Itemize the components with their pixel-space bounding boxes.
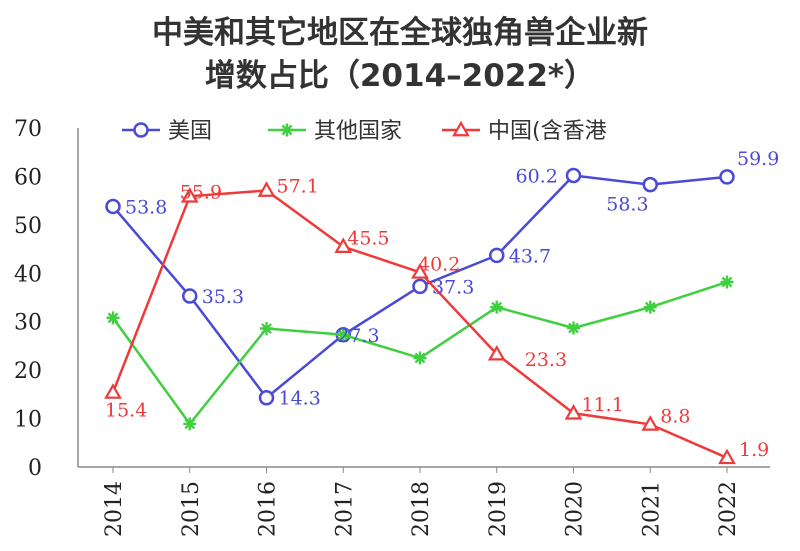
- data-point: [489, 247, 505, 264]
- data-point: [490, 300, 504, 314]
- data-point: [258, 389, 275, 406]
- legend-marker-triangle: [452, 120, 470, 137]
- chart-title-line2: 增数占比（2014–2022*）: [205, 58, 595, 94]
- data-point: [106, 311, 120, 325]
- chart-title-line1: 中美和其它地区在全球独角兽企业新: [152, 15, 648, 51]
- x-tick-label: 2017: [332, 481, 357, 537]
- data-label: 55.9: [180, 181, 222, 203]
- data-label: 59.9: [737, 148, 779, 170]
- series-layer: [104, 167, 736, 465]
- y-tick-label: 70: [14, 117, 42, 142]
- data-point: [180, 187, 199, 203]
- y-tick-label: 60: [14, 165, 42, 190]
- data-label: 27.3: [337, 325, 379, 347]
- data-label: 11.1: [582, 394, 624, 416]
- data-label: 45.5: [347, 228, 389, 250]
- data-point: [641, 415, 660, 431]
- x-tick-label: 2014: [102, 481, 127, 537]
- y-tick-label: 10: [14, 408, 42, 433]
- data-point: [257, 181, 276, 197]
- data-labels: 53.8 35.3 14.3 27.3 37.3 43.7 60.2 58.3 59.9 15.4…: [105, 148, 779, 461]
- data-point: [411, 263, 429, 279]
- data-point: [564, 404, 583, 420]
- y-tick-label: 30: [14, 311, 42, 336]
- data-label: 53.8: [125, 196, 167, 218]
- data-point: [260, 321, 273, 335]
- data-label: 8.8: [660, 405, 690, 427]
- data-point: [336, 328, 350, 342]
- legend-marker-star: [280, 123, 294, 137]
- legend-label: 中国(含香港: [488, 119, 607, 144]
- data-point: [334, 237, 353, 253]
- data-point: [487, 344, 506, 361]
- legend: 美国 其他国家 中国(含香港: [122, 119, 607, 144]
- y-tick-label: 20: [14, 359, 42, 384]
- data-label: 1.9: [739, 439, 769, 461]
- data-point: [104, 383, 122, 399]
- legend-label: 美国: [168, 119, 212, 144]
- data-point: [720, 275, 734, 289]
- axes: 0 10 20 30 40 50 60 70 2014 2015 2016 2017 2018 2019 2…: [14, 117, 770, 537]
- series-line: [111, 189, 728, 459]
- x-tick-label: 2018: [409, 481, 434, 537]
- x-tick-label: 2020: [563, 481, 588, 537]
- y-tick-label: 40: [14, 262, 42, 287]
- data-point: [105, 198, 121, 215]
- data-label: 14.3: [279, 388, 321, 410]
- x-tick-label: 2021: [639, 481, 664, 537]
- data-label: 37.3: [432, 276, 474, 298]
- data-label: 15.4: [105, 399, 147, 421]
- data-label: 40.2: [418, 253, 460, 275]
- data-label: 58.3: [606, 194, 648, 216]
- data-label: 23.3: [525, 349, 567, 371]
- y-tick-label: 50: [14, 214, 42, 239]
- data-point: [718, 448, 736, 465]
- data-label: 35.3: [202, 286, 244, 308]
- data-point: [719, 169, 735, 185]
- legend-label: 其他国家: [314, 119, 402, 144]
- legend-marker-circle: [133, 122, 149, 138]
- data-point: [565, 167, 582, 184]
- data-point: [182, 288, 198, 304]
- x-tick-label: 2019: [486, 481, 511, 537]
- data-point: [183, 417, 197, 431]
- y-tick-label: 0: [28, 456, 42, 481]
- data-point: [412, 278, 428, 295]
- data-point: [642, 176, 658, 193]
- x-tick-label: 2022: [716, 481, 741, 537]
- data-label: 60.2: [516, 165, 558, 187]
- x-tick-label: 2016: [256, 481, 281, 537]
- data-label: 57.1: [277, 175, 319, 197]
- x-tick-label: 2015: [179, 481, 204, 537]
- data-point: [567, 321, 580, 335]
- data-point: [413, 351, 427, 365]
- data-label: 43.7: [509, 245, 551, 267]
- data-point: [643, 300, 657, 314]
